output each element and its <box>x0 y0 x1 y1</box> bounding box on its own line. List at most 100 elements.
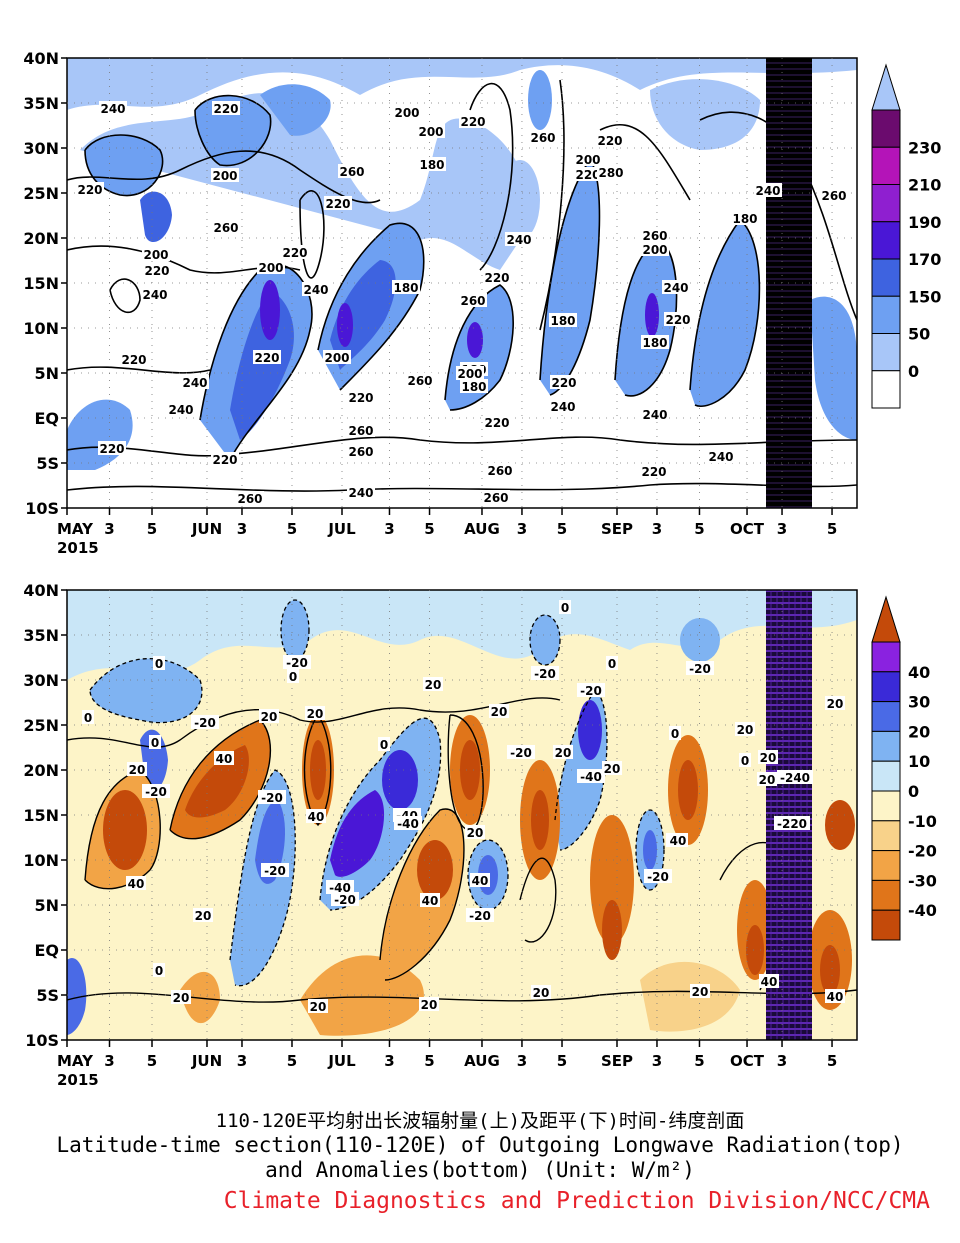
contour-label-bg <box>253 350 281 364</box>
contour-label: -20 <box>264 864 286 878</box>
top-panel: 40N 35N 30N 25N 20N 15N 10N 5N EQ 5S 10S MAY 3 5 JUN 3… <box>23 49 941 557</box>
anom-neg-contour-5 <box>635 809 665 891</box>
contour-label: 220 <box>597 134 622 148</box>
x-tick-label: AUG <box>464 520 500 538</box>
contour-label-bg <box>507 745 535 759</box>
y-tick-label: 10N <box>23 851 59 870</box>
contour-label: -20 <box>647 870 669 884</box>
olr-a14 <box>810 296 857 440</box>
y-tick-label: 40N <box>23 581 59 600</box>
colorbar-swatch <box>871 820 901 852</box>
contour-label: 240 <box>506 233 531 247</box>
contour-label-bg <box>191 715 219 729</box>
colorbar-swatch <box>871 333 901 372</box>
x-tick-label: MAY <box>57 1052 94 1070</box>
anom-pos-18 <box>746 925 764 975</box>
contour-label: 20 <box>692 985 709 999</box>
x-tick-label: 5 <box>557 520 567 538</box>
y-tick-label: 20N <box>23 761 59 780</box>
contour-label: 240 <box>168 403 193 417</box>
x-tick-label: 3 <box>384 1052 394 1070</box>
contour-label: 240 <box>348 486 373 500</box>
colorbar-label: 50 <box>908 325 930 344</box>
contour-label: -20 <box>689 662 711 676</box>
contour-label: 260 <box>407 374 432 388</box>
olr-contour-13 <box>539 158 601 396</box>
contour-label-bg <box>606 656 618 670</box>
contour-label-bg <box>686 661 714 675</box>
olr-contour-12 <box>444 284 514 411</box>
contour-label: 200 <box>258 261 283 275</box>
contour-label-bg <box>662 280 690 294</box>
x-tick-label: SEP <box>601 1052 633 1070</box>
colorbar-swatch <box>871 730 901 762</box>
contour-label-bg <box>98 441 126 455</box>
olr-band-2 <box>80 93 528 270</box>
colorbar-end-top <box>871 595 901 643</box>
contour-label-bg <box>283 655 311 669</box>
contour-label-bg <box>419 997 439 1011</box>
contour-label-bg <box>486 463 514 477</box>
contour-label-bg <box>531 666 559 680</box>
contour-label-bg <box>754 183 782 197</box>
x-tick-label: 3 <box>652 1052 662 1070</box>
contour-label-bg <box>236 491 264 505</box>
caption-english-line1: Latitude-time section(110-120E) of Outgo… <box>56 1133 904 1157</box>
contour-label-bg <box>559 600 571 614</box>
contour-label: 200 <box>575 153 600 167</box>
contour-label: 0 <box>741 754 749 768</box>
anom-pos-6 <box>310 740 326 800</box>
olr-a20 <box>645 293 659 337</box>
contour-label: 240 <box>303 283 328 297</box>
source-credit: Climate Diagnostics and Prediction Divis… <box>223 1188 930 1214</box>
contour-label-bg <box>149 735 161 749</box>
contour-label-bg <box>690 984 710 998</box>
anom-neg-11 <box>578 700 602 760</box>
contour-label-bg <box>550 375 578 389</box>
contour-label-bg <box>739 753 751 767</box>
colorbar-label: 40 <box>908 663 930 682</box>
contour-label-bg <box>211 168 239 182</box>
olr-contour-14 <box>614 239 678 397</box>
contour-label: 20 <box>195 909 212 923</box>
contour-label-bg <box>82 710 94 724</box>
contour-label-bg <box>153 656 165 670</box>
contour-label-bg <box>574 167 602 181</box>
contour-label: 240 <box>550 400 575 414</box>
olr-contour-1 <box>67 150 381 204</box>
contour-label: 220 <box>254 351 279 365</box>
contour-label: 280 <box>598 166 623 180</box>
anom-neg-contour-1 <box>89 658 203 724</box>
contour-label-bg <box>820 188 848 202</box>
colorbar-swatch <box>871 184 901 223</box>
y-tick-label: 15N <box>23 274 59 293</box>
y-tick-label: 10S <box>25 1031 59 1050</box>
contour-label: 220 <box>348 391 373 405</box>
anom-pos-8 <box>417 840 453 900</box>
contour-label: -240 <box>780 771 810 785</box>
colorbar-swatch <box>871 909 901 941</box>
contour-label-bg <box>759 974 779 988</box>
colorbar-swatch <box>871 641 901 673</box>
x-tick-label: OCT <box>730 520 765 538</box>
contour-label: 220 <box>641 465 666 479</box>
olr-a19 <box>337 303 353 347</box>
contour-label-bg <box>308 999 328 1013</box>
anom-pos-14 <box>602 900 622 960</box>
contour-label: -20 <box>261 791 283 805</box>
contour-label: 220 <box>484 271 509 285</box>
x-tick-label: 3 <box>237 1052 247 1070</box>
contour-label: 260 <box>348 445 373 459</box>
contour-label: 20 <box>533 986 550 1000</box>
colorbar-swatch <box>871 370 901 409</box>
contour-label: 40 <box>472 874 489 888</box>
colorbar-swatch <box>871 671 901 703</box>
contour-label-bg <box>466 908 494 922</box>
contour-label: 20 <box>760 751 777 765</box>
contour-label: 20 <box>827 697 844 711</box>
contour-label: -220 <box>777 817 807 831</box>
colorbar-label: -20 <box>908 842 937 861</box>
olr-a13 <box>260 84 331 136</box>
olr-contour-7 <box>539 79 565 331</box>
contour-label-bg <box>669 726 681 740</box>
